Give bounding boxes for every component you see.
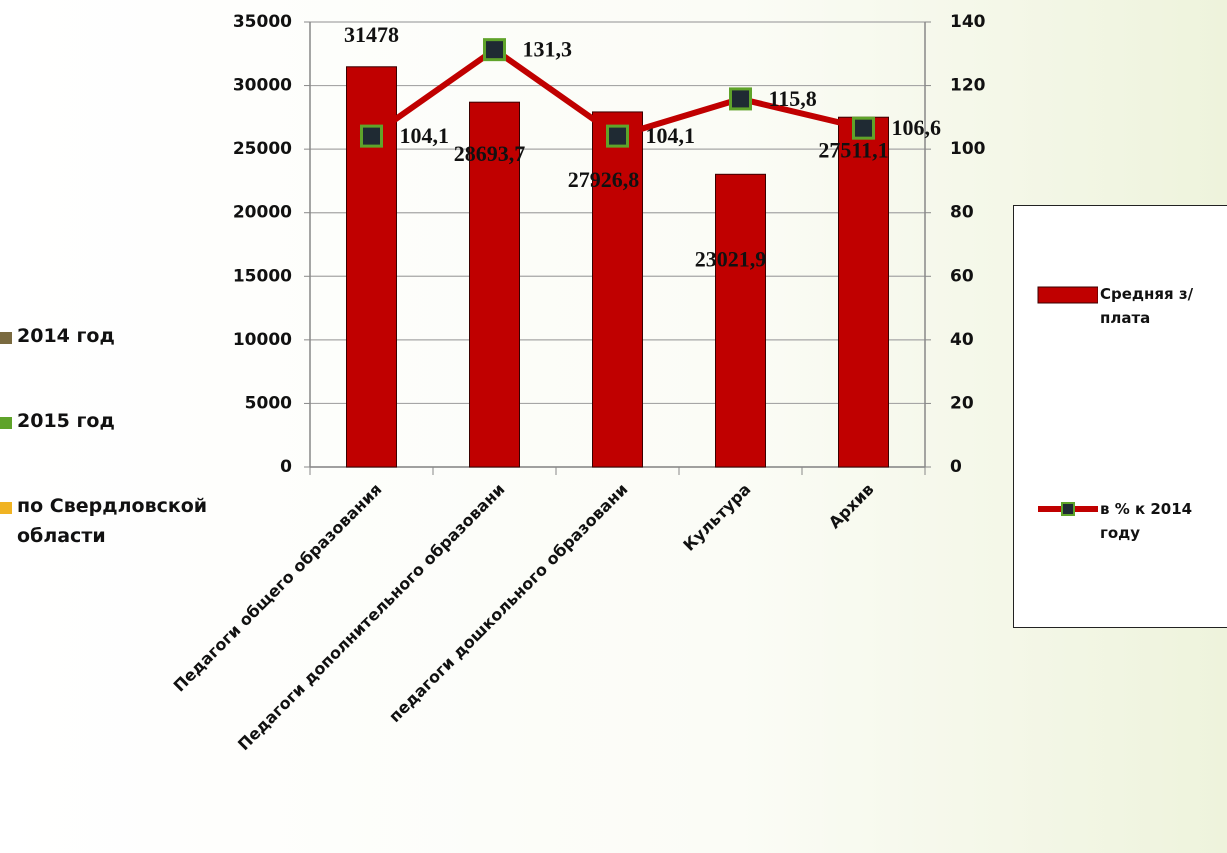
bar xyxy=(715,173,766,468)
bar xyxy=(469,101,520,468)
bar xyxy=(838,116,889,468)
legend-swatch xyxy=(1038,502,1098,516)
y-tick-label: 10000 xyxy=(233,330,292,350)
legend-item: 2015 год xyxy=(0,410,270,436)
bar-value-label: 27511,1 xyxy=(818,137,888,162)
y2-tick-label: 0 xyxy=(950,457,962,477)
legend-label: 2015 год xyxy=(17,410,115,432)
legend-swatch xyxy=(0,332,12,344)
y-tick-label: 0 xyxy=(280,457,292,477)
y2-tick-label: 100 xyxy=(950,139,986,159)
y-tick-label: 20000 xyxy=(233,203,292,223)
y2-tick-label: 40 xyxy=(950,330,974,350)
line-value-label: 104,1 xyxy=(646,123,696,148)
y-tick-label: 35000 xyxy=(233,12,292,32)
x-tick-label: педагоги дошкольного образовани xyxy=(385,480,631,726)
legend: Средняя з/плата в % к 2014 году xyxy=(1013,205,1227,628)
y2-tick-label: 20 xyxy=(950,393,974,413)
y-tick-label: 30000 xyxy=(233,76,292,96)
y2-tick-label: 80 xyxy=(950,203,974,223)
legend-swatch xyxy=(0,417,12,429)
legend-label: по Свердловской области xyxy=(17,495,208,547)
bar-value-label: 28693,7 xyxy=(454,141,526,166)
y2-tick-label: 60 xyxy=(950,266,974,286)
y-tick-label: 5000 xyxy=(245,393,292,413)
bar-value-label: 23021,9 xyxy=(695,246,767,271)
x-tick-label: Архив xyxy=(825,480,878,533)
line-marker xyxy=(360,124,383,148)
legend-swatch-bar xyxy=(1037,286,1098,304)
line-value-label: 104,1 xyxy=(400,123,450,148)
legend-swatch xyxy=(1037,286,1098,304)
line-value-label: 131,3 xyxy=(523,37,573,62)
bar xyxy=(592,111,643,468)
legend-item: по Свердловской области xyxy=(0,495,270,551)
legend-item: 2014 год xyxy=(0,325,270,351)
legend-label: в % к 2014 году xyxy=(1100,500,1193,542)
line-marker xyxy=(729,87,752,111)
x-tick-label: Педагоги дополнительного образовани xyxy=(234,480,509,755)
line-marker xyxy=(852,116,875,140)
line-value-label: 106,6 xyxy=(892,115,942,140)
y-tick-label: 25000 xyxy=(233,139,292,159)
x-tick-label: Культура xyxy=(679,480,754,555)
line-marker xyxy=(606,124,629,148)
line-value-label: 115,8 xyxy=(769,86,817,111)
legend-swatch-marker xyxy=(1061,502,1075,516)
bar-value-label: 27926,8 xyxy=(568,167,640,192)
bar-value-label: 31478 xyxy=(344,22,399,47)
y2-tick-label: 140 xyxy=(950,12,986,32)
legend-label: Средняя з/плата xyxy=(1100,285,1194,327)
y-tick-label: 15000 xyxy=(233,266,292,286)
y2-tick-label: 120 xyxy=(950,76,986,96)
line-marker xyxy=(483,38,506,62)
legend-swatch xyxy=(0,502,12,514)
legend-label: 2014 год xyxy=(17,325,115,347)
